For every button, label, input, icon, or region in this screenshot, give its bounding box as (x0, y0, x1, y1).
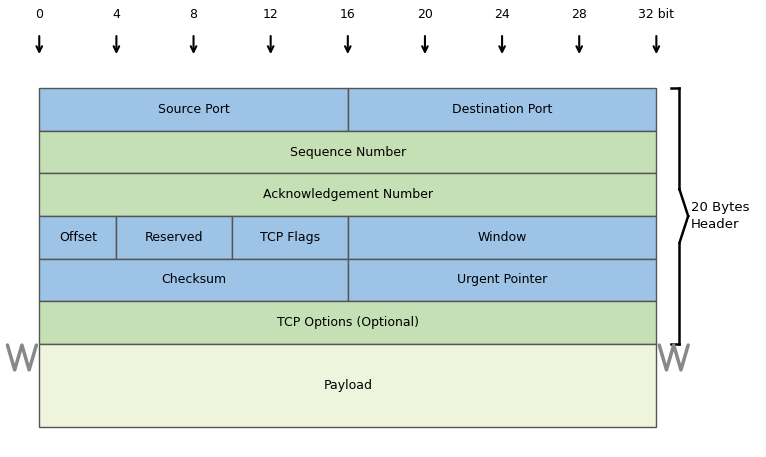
Text: Sequence Number: Sequence Number (290, 146, 406, 159)
Text: 12: 12 (263, 8, 279, 21)
Bar (39, 131, 656, 174)
Text: Window: Window (477, 231, 527, 244)
Bar (39, 216, 116, 259)
Bar (348, 216, 656, 259)
Bar (232, 216, 348, 259)
Bar (348, 88, 656, 131)
Text: 28: 28 (571, 8, 588, 21)
Text: Urgent Pointer: Urgent Pointer (457, 273, 547, 287)
Text: TCP Flags: TCP Flags (260, 231, 320, 244)
Bar (348, 259, 656, 301)
Bar (39, 344, 656, 427)
Text: 24: 24 (494, 8, 510, 21)
Text: 0: 0 (35, 8, 43, 21)
Text: Reserved: Reserved (145, 231, 204, 244)
Text: 20 Bytes
Header: 20 Bytes Header (691, 201, 750, 231)
Text: Payload: Payload (323, 379, 372, 392)
Text: 16: 16 (340, 8, 355, 21)
Text: Source Port: Source Port (158, 103, 229, 116)
Bar (39, 174, 656, 216)
Text: TCP Options (Optional): TCP Options (Optional) (277, 316, 419, 329)
Text: Acknowledgement Number: Acknowledgement Number (263, 188, 433, 201)
Bar (39, 88, 348, 131)
Text: 32 bit: 32 bit (638, 8, 674, 21)
Text: 8: 8 (189, 8, 198, 21)
Text: Offset: Offset (59, 231, 97, 244)
Text: 4: 4 (113, 8, 120, 21)
Bar (39, 259, 348, 301)
Text: Destination Port: Destination Port (452, 103, 552, 116)
Text: 20: 20 (417, 8, 433, 21)
Bar (116, 216, 232, 259)
Bar (39, 301, 656, 344)
Text: Checksum: Checksum (161, 273, 226, 287)
